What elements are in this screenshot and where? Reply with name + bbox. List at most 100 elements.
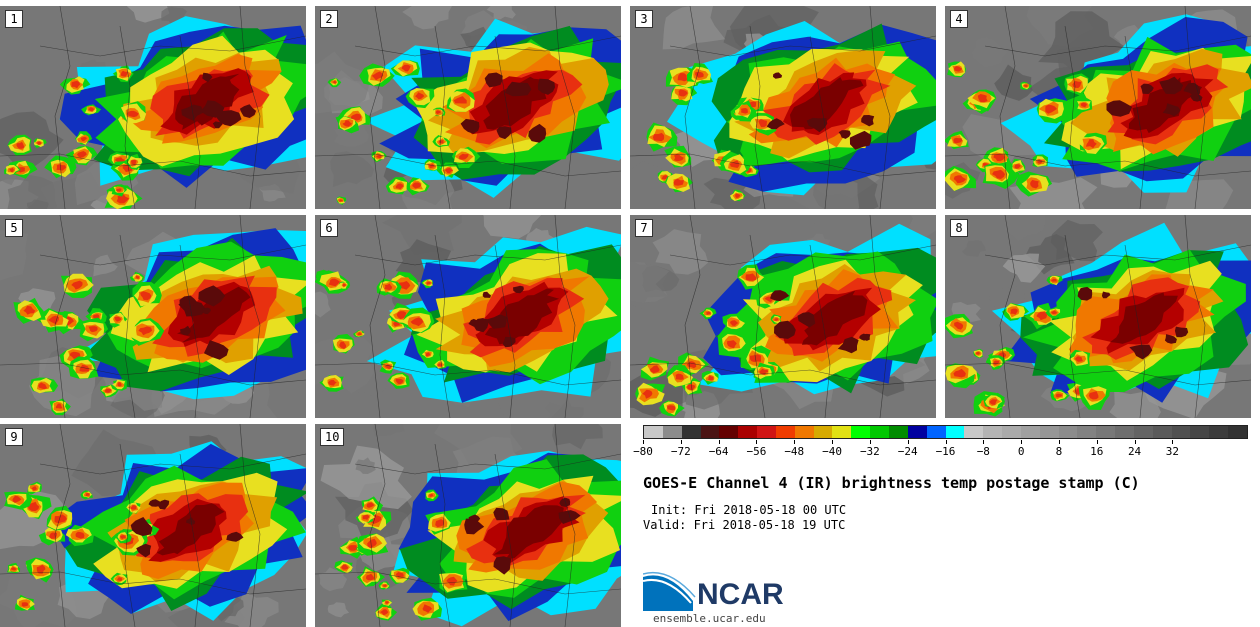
colorbar-tick-label: 8 bbox=[1055, 445, 1063, 458]
panel-number-label: 5 bbox=[5, 219, 23, 237]
colorbar-segment bbox=[700, 426, 720, 438]
panel-number-label: 9 bbox=[5, 428, 23, 446]
colorbar-tick-mark bbox=[756, 440, 758, 444]
colorbar-tick-label: 16 bbox=[1090, 445, 1104, 458]
colorbar-tick-mark bbox=[794, 440, 796, 444]
colorbar-tick-label: 32 bbox=[1165, 445, 1179, 458]
colorbar-tick-mark bbox=[1096, 440, 1098, 444]
ir-satellite-map bbox=[945, 215, 1251, 418]
colorbar-segment bbox=[945, 426, 965, 438]
valid-time: Valid: Fri 2018-05-18 19 UTC bbox=[643, 518, 846, 532]
member-panel-2: 2 bbox=[315, 6, 621, 209]
ir-satellite-map bbox=[945, 6, 1251, 209]
colorbar-segment bbox=[1171, 426, 1191, 438]
panel-number-label: 4 bbox=[950, 10, 968, 28]
colorbar-segment bbox=[1190, 426, 1210, 438]
colorbar-segment bbox=[644, 426, 663, 438]
colorbar-tick-mark bbox=[1134, 440, 1136, 444]
panel-number-label: 10 bbox=[320, 428, 345, 446]
ir-satellite-map bbox=[630, 215, 936, 418]
colorbar-segment bbox=[1039, 426, 1059, 438]
panel-number-label: 3 bbox=[635, 10, 653, 28]
ir-satellite-map bbox=[0, 424, 306, 627]
ncar-wave-icon bbox=[642, 572, 696, 611]
colorbar-segment bbox=[851, 426, 871, 438]
colorbar-segment bbox=[907, 426, 927, 438]
member-panel-8: 8 bbox=[945, 215, 1251, 418]
figure-title: GOES-E Channel 4 (IR) brightness temp po… bbox=[643, 474, 1140, 492]
ncar-logo-text: NCAR bbox=[697, 578, 784, 611]
colorbar-segment bbox=[775, 426, 795, 438]
colorbar-segment bbox=[1152, 426, 1172, 438]
colorbar-tick-mark bbox=[1172, 440, 1174, 444]
colorbar-segment bbox=[926, 426, 946, 438]
colorbar-tick-mark bbox=[1021, 440, 1023, 444]
colorbar-segment bbox=[1058, 426, 1078, 438]
colorbar-segment bbox=[1133, 426, 1153, 438]
colorbar-segment bbox=[662, 426, 682, 438]
colorbar-tick-mark bbox=[907, 440, 909, 444]
ir-satellite-map bbox=[0, 6, 306, 209]
member-panel-5: 5 bbox=[0, 215, 306, 418]
colorbar-segment bbox=[1002, 426, 1021, 438]
panel-number-label: 6 bbox=[320, 219, 338, 237]
colorbar-ticks: −80 −72 −64 −56 −48 −40 −32 −24 −16 −8 0 8 16 24 32 bbox=[633, 440, 1248, 462]
colorbar-tick-label: −40 bbox=[822, 445, 842, 458]
colorbar-tick-label: −24 bbox=[897, 445, 918, 458]
panel-number-label: 2 bbox=[320, 10, 338, 28]
colorbar-tick-label: −64 bbox=[708, 445, 729, 458]
colorbar-tick-label: −72 bbox=[670, 445, 691, 458]
colorbar-tick-label: −80 bbox=[633, 445, 653, 458]
colorbar-segment bbox=[870, 426, 889, 438]
colorbar-tick-label: 24 bbox=[1127, 445, 1142, 458]
colorbar-tick-label: −8 bbox=[976, 445, 990, 458]
member-panel-3: 3 bbox=[630, 6, 936, 209]
init-time: Init: Fri 2018-05-18 00 UTC bbox=[651, 503, 847, 517]
ir-satellite-map bbox=[630, 6, 936, 209]
colorbar-tick-mark bbox=[1058, 440, 1060, 444]
colorbar-segment bbox=[794, 426, 814, 438]
ir-satellite-map bbox=[315, 6, 621, 209]
colorbar-segment bbox=[1228, 426, 1247, 438]
colorbar bbox=[643, 425, 1248, 439]
colorbar-segment bbox=[832, 426, 852, 438]
colorbar-segment bbox=[681, 426, 701, 438]
member-panel-7: 7 bbox=[630, 215, 936, 418]
colorbar-tick-label: −16 bbox=[935, 445, 956, 458]
panel-number-label: 1 bbox=[5, 10, 23, 28]
colorbar-segment bbox=[757, 426, 776, 438]
member-panel-10: 10 bbox=[315, 424, 621, 627]
panel-number-label: 8 bbox=[950, 219, 968, 237]
colorbar-tick-mark bbox=[945, 440, 947, 444]
colorbar-segment bbox=[1209, 426, 1229, 438]
colorbar-tick-label: −48 bbox=[784, 445, 805, 458]
colorbar-tick-mark bbox=[680, 440, 682, 444]
colorbar-segment bbox=[1020, 426, 1040, 438]
ir-satellite-map bbox=[0, 215, 306, 418]
colorbar-segment bbox=[813, 426, 833, 438]
colorbar-tick-label: −56 bbox=[746, 445, 767, 458]
ir-satellite-map bbox=[315, 424, 621, 627]
member-panel-4: 4 bbox=[945, 6, 1251, 209]
colorbar-tick-mark bbox=[832, 440, 834, 444]
ncar-logo bbox=[642, 571, 793, 613]
colorbar-segment bbox=[738, 426, 758, 438]
colorbar-tick-label: 0 bbox=[1017, 445, 1025, 458]
member-panel-1: 1 bbox=[0, 6, 306, 209]
colorbar-segment bbox=[983, 426, 1003, 438]
colorbar-segment bbox=[1096, 426, 1116, 438]
colorbar-tick-mark bbox=[983, 440, 985, 444]
colorbar-segment bbox=[888, 426, 908, 438]
member-panel-9: 9 bbox=[0, 424, 306, 627]
colorbar-segment bbox=[1115, 426, 1134, 438]
colorbar-tick-label: −32 bbox=[859, 445, 880, 458]
colorbar-segment bbox=[719, 426, 739, 438]
member-panel-6: 6 bbox=[315, 215, 621, 418]
colorbar-tick-mark bbox=[869, 440, 871, 444]
colorbar-tick-mark bbox=[718, 440, 720, 444]
colorbar-tick-mark bbox=[643, 440, 644, 444]
site-url: ensemble.ucar.edu bbox=[653, 612, 766, 625]
colorbar-segment bbox=[1077, 426, 1097, 438]
panel-number-label: 7 bbox=[635, 219, 653, 237]
ir-satellite-map bbox=[315, 215, 621, 418]
